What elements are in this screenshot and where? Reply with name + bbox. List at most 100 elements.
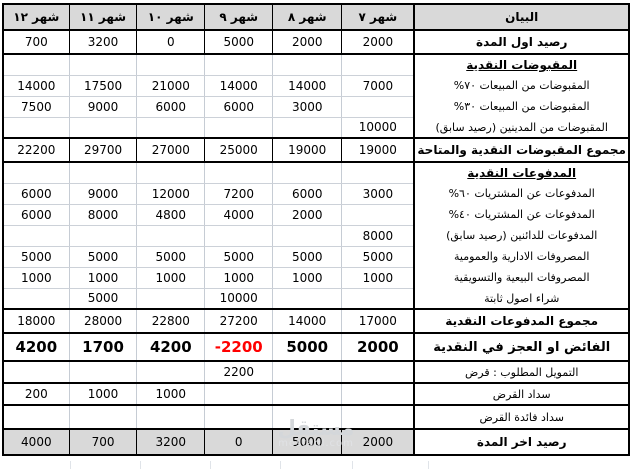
value-cell[interactable] [341,361,415,384]
value-cell[interactable]: 1700 [68,332,138,362]
value-cell[interactable] [2,54,70,76]
column-header-month[interactable]: شهر ١١ [68,3,138,31]
value-cell[interactable]: 7500 [2,96,70,118]
value-cell[interactable] [272,383,343,406]
value-cell[interactable]: 9000 [68,96,138,118]
value-cell[interactable]: 6000 [2,183,70,205]
value-cell[interactable]: 21000 [136,75,206,97]
value-cell[interactable]: 10000 [204,288,274,310]
value-cell[interactable]: 12000 [136,183,206,205]
value-cell[interactable] [341,96,415,118]
value-cell[interactable]: 5000 [68,246,138,268]
row-label[interactable]: سداد القرض [413,383,629,406]
value-cell[interactable]: 19000 [272,137,343,163]
value-cell[interactable]: 3200 [68,29,138,55]
value-cell[interactable]: 6000 [272,183,343,205]
row-label[interactable]: مجموع المقبوضات النقدية والمتاحة [413,137,629,163]
value-cell[interactable] [136,405,206,430]
column-header-month[interactable]: شهر ٨ [272,3,343,31]
value-cell[interactable]: 3000 [272,96,343,118]
row-label[interactable]: المقبوضات من المدينين (رصيد سابق) [413,117,629,138]
value-cell[interactable] [341,162,415,184]
value-cell[interactable]: 5000 [204,246,274,268]
row-label[interactable]: رصيد اول المدة [413,29,629,55]
value-cell[interactable]: 14000 [2,75,70,97]
row-label[interactable]: شراء اصول ثابتة [413,288,629,309]
column-header-statement[interactable]: البيان [413,3,629,31]
value-cell[interactable] [2,117,70,139]
row-label[interactable]: المدفوعات عن المشتريات ٤٠% [413,204,629,225]
value-cell[interactable]: 29700 [68,137,138,163]
value-cell[interactable] [68,54,138,76]
value-cell[interactable]: 2000 [272,29,343,55]
value-cell[interactable]: 2000 [341,332,415,362]
value-cell[interactable]: 1000 [68,267,138,289]
value-cell[interactable] [136,117,206,139]
value-cell[interactable]: 5000 [2,246,70,268]
value-cell[interactable]: 14000 [272,308,343,334]
value-cell[interactable]: 6000 [204,96,274,118]
value-cell[interactable] [204,383,274,406]
value-cell[interactable]: 22200 [2,137,70,163]
value-cell[interactable] [68,361,138,384]
value-cell[interactable]: 2000 [341,29,415,55]
column-header-month[interactable]: شهر ١٠ [136,3,206,31]
value-cell[interactable]: 2000 [341,428,415,456]
value-cell[interactable] [136,162,206,184]
row-label[interactable]: المقبوضات من المبيعات ٧٠% [413,75,629,96]
row-label[interactable]: المصروفات البيعية والتسويقية [413,267,629,288]
value-cell[interactable]: 18000 [2,308,70,334]
value-cell[interactable]: 2200 [204,361,274,384]
value-cell[interactable]: 3000 [341,183,415,205]
value-cell[interactable]: 28000 [68,308,138,334]
value-cell[interactable]: 14000 [204,75,274,97]
value-cell[interactable] [204,162,274,184]
value-cell[interactable]: 5000 [136,246,206,268]
value-cell[interactable] [136,225,206,247]
value-cell[interactable]: 2000 [272,204,343,226]
value-cell[interactable]: 200 [2,383,70,406]
value-cell[interactable] [272,288,343,310]
value-cell[interactable]: 1000 [204,267,274,289]
value-cell[interactable]: 3200 [136,428,206,456]
value-cell[interactable]: -2200 [204,332,274,362]
value-cell[interactable]: 0 [204,428,274,456]
row-label[interactable]: سداد فائدة القرض [413,405,629,430]
value-cell[interactable] [341,405,415,430]
value-cell[interactable]: 7000 [341,75,415,97]
value-cell[interactable]: 4200 [136,332,206,362]
column-header-month[interactable]: شهر ٩ [204,3,274,31]
value-cell[interactable]: 1000 [68,383,138,406]
value-cell[interactable] [68,117,138,139]
value-cell[interactable]: 19000 [341,137,415,163]
value-cell[interactable]: 6000 [2,204,70,226]
value-cell[interactable] [341,54,415,76]
value-cell[interactable] [272,54,343,76]
value-cell[interactable] [272,162,343,184]
value-cell[interactable]: 5000 [68,288,138,310]
value-cell[interactable]: 8000 [68,204,138,226]
value-cell[interactable] [2,225,70,247]
value-cell[interactable]: 700 [68,428,138,456]
value-cell[interactable] [204,117,274,139]
value-cell[interactable] [204,225,274,247]
row-label[interactable]: مجموع المدفوعات النقدية [413,308,629,334]
value-cell[interactable] [341,204,415,226]
value-cell[interactable]: 1000 [272,267,343,289]
row-label[interactable]: المصروفات الادارية والعمومية [413,246,629,267]
value-cell[interactable] [341,383,415,406]
value-cell[interactable] [272,361,343,384]
value-cell[interactable]: 4800 [136,204,206,226]
row-label[interactable]: المدفوعات للدائنين (رصيد سابق) [413,225,629,246]
row-label[interactable]: المدفوعات عن المشتريات ٦٠% [413,183,629,204]
value-cell[interactable]: 8000 [341,225,415,247]
value-cell[interactable] [136,361,206,384]
row-label[interactable]: التمويل المطلوب : قرض [413,361,629,384]
value-cell[interactable]: 10000 [341,117,415,139]
value-cell[interactable] [272,405,343,430]
value-cell[interactable] [204,405,274,430]
value-cell[interactable] [204,54,274,76]
value-cell[interactable]: 4000 [204,204,274,226]
value-cell[interactable] [2,288,70,310]
value-cell[interactable] [68,405,138,430]
